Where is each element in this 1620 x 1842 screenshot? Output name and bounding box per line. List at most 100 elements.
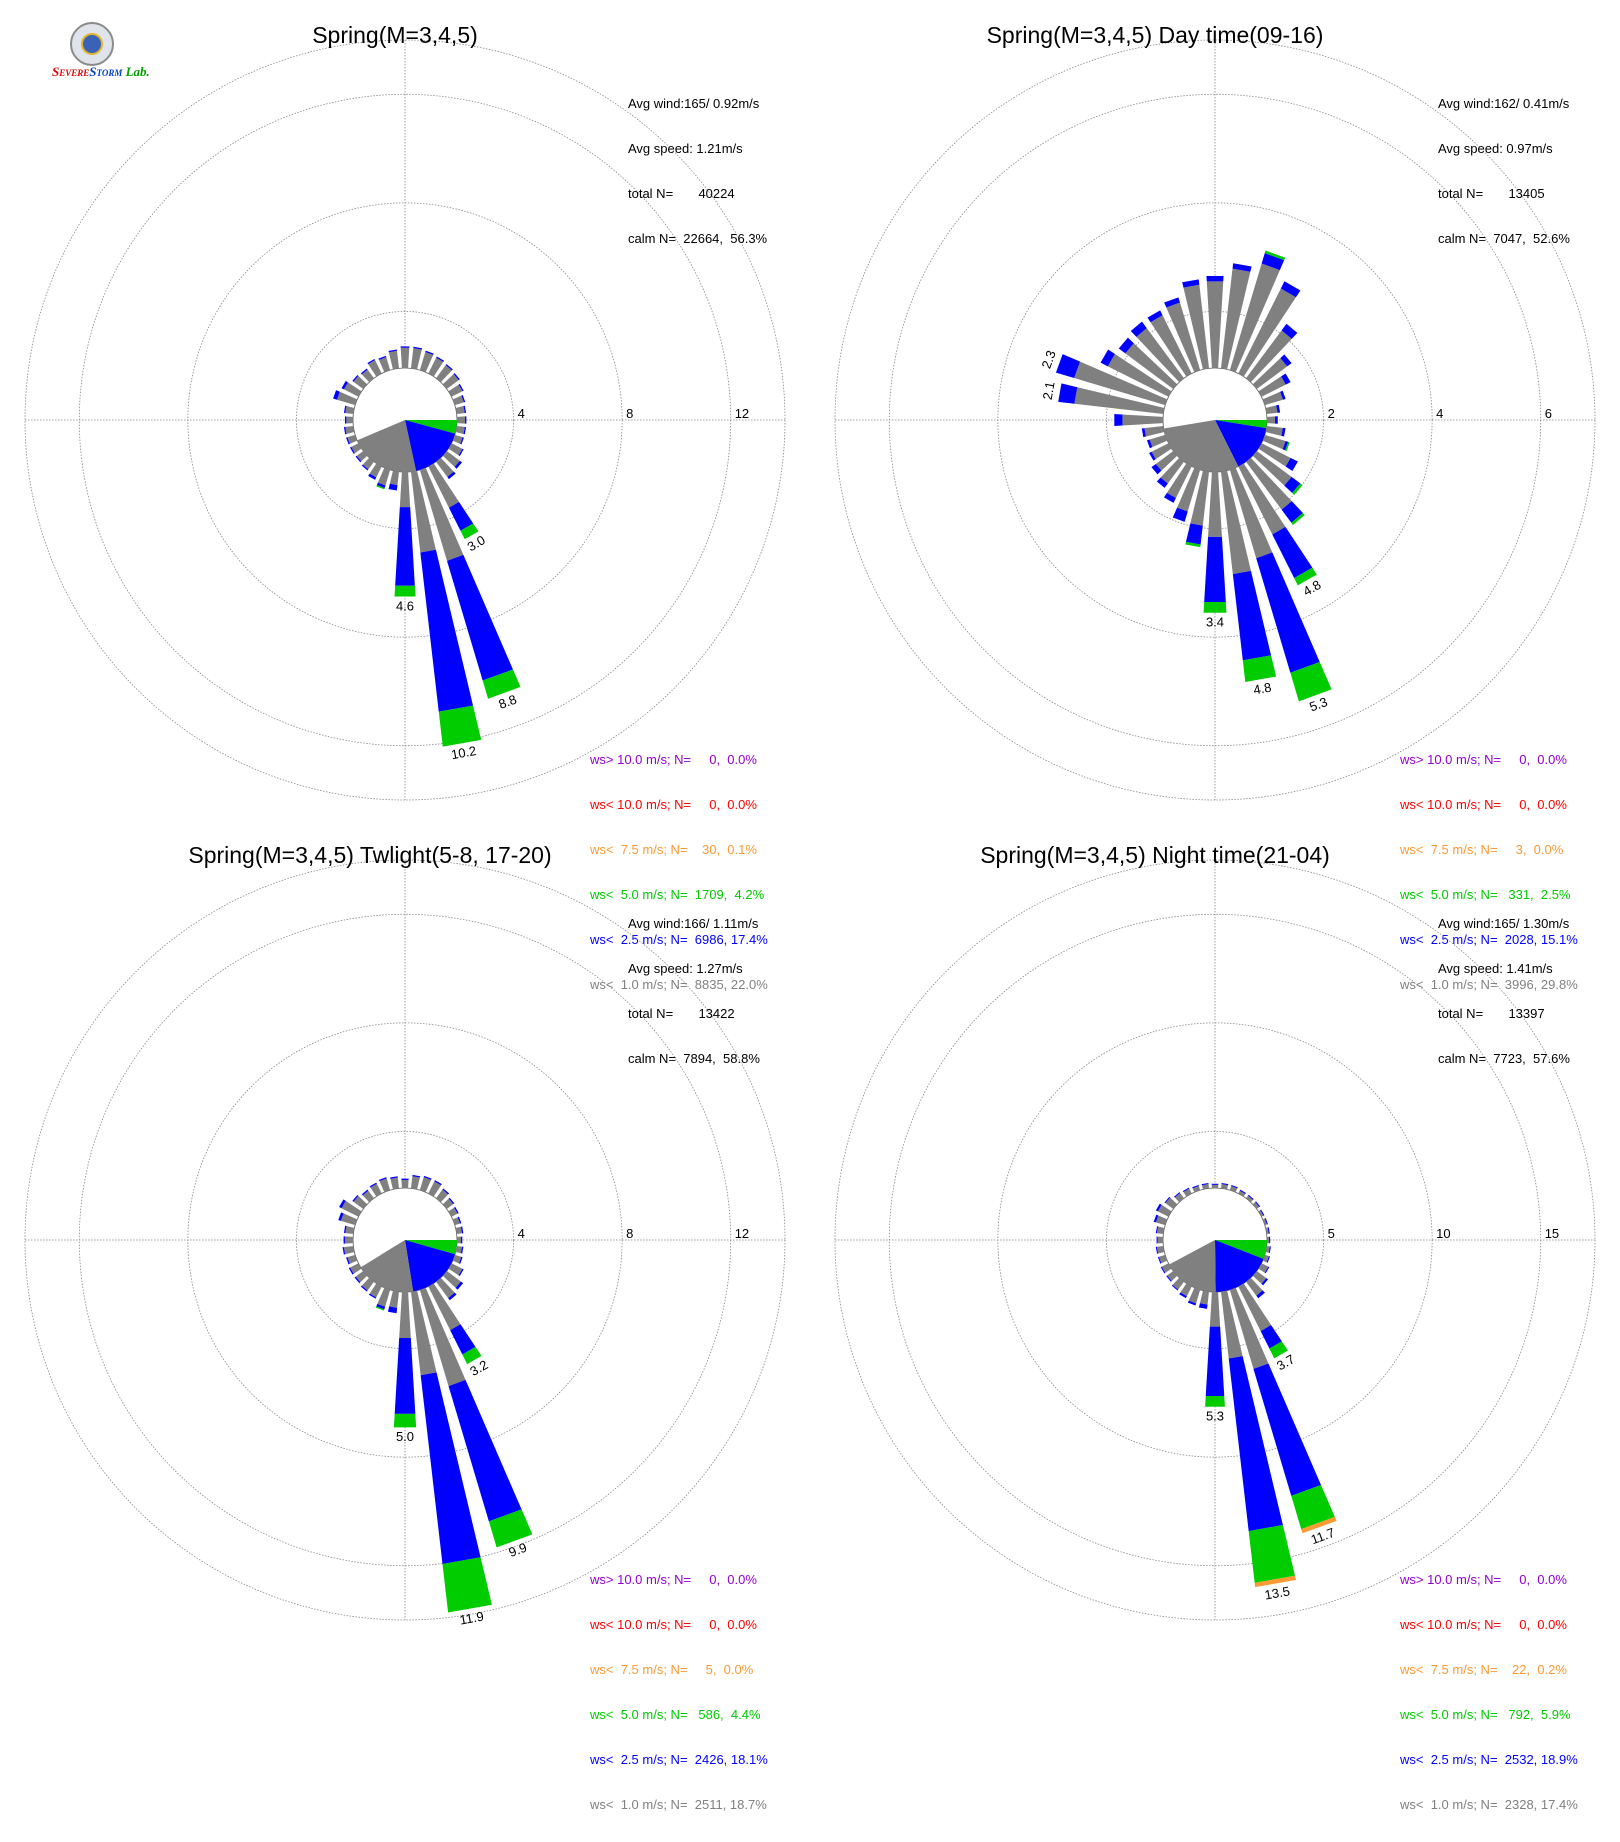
wind-bar-segment (390, 1177, 400, 1190)
wind-sector-bar (456, 416, 467, 424)
wind-bar-segment (458, 1268, 464, 1277)
legend-entry: ws< 10.0 m/s; N= 0, 0.0% (1400, 1617, 1567, 1632)
wind-bar-segment (460, 523, 479, 540)
wind-sector-bar (436, 364, 453, 383)
wind-bar-segment (1156, 1236, 1158, 1244)
calm-pie-slice (1215, 1240, 1264, 1292)
avg-wind-text: Avg wind:162/ 0.41m/s (1438, 96, 1570, 111)
wind-bar-segment (452, 1217, 461, 1226)
wind-bar-segment (452, 434, 463, 444)
wind-bar-segment (434, 1180, 442, 1186)
wind-sector-bar (1252, 354, 1292, 389)
wind-bar-segment (1149, 434, 1168, 448)
ring-tick-label: 12 (735, 406, 749, 421)
wind-bar-segment (463, 426, 467, 435)
wind-rose-panel-nighttime: 5 10 15 3.7 11.7 13.5 5.3 Spring(M=3,4,5) Nigh… (810, 820, 1620, 1812)
wind-bar-segment (448, 1379, 522, 1522)
wind-sector-bar (1238, 1189, 1247, 1197)
wind-bar-segment (1208, 471, 1222, 537)
stats-block: Avg wind:165/ 0.92m/s Avg speed: 1.21m/s… (628, 66, 767, 276)
sector-value-label: 5.3 (1206, 1409, 1224, 1424)
wind-bar-segment (1276, 404, 1281, 413)
wind-bar-segment (350, 446, 355, 454)
wind-sector-bar (1156, 457, 1184, 488)
wind-bar-segment (1239, 1189, 1247, 1194)
wind-bar-segment (1220, 1184, 1229, 1190)
wind-bar-segment (401, 1179, 409, 1189)
wind-sector-bar (1147, 310, 1192, 377)
legend-entry: ws< 5.0 m/s; N= 792, 5.9% (1400, 1707, 1571, 1722)
wind-bar-segment (1246, 457, 1292, 510)
wind-sector-bar (428, 463, 479, 540)
wind-bar-segment (1156, 477, 1168, 488)
wind-sector-bar (419, 1287, 533, 1548)
wind-sector-bar (1252, 451, 1303, 495)
wind-bar-segment (1261, 253, 1285, 271)
wind-bar-segment (420, 1372, 481, 1564)
wind-bar-segment (346, 1257, 350, 1265)
wind-bar-segment (1260, 1325, 1282, 1349)
sector-value-label: 5.3 (1307, 694, 1329, 714)
wind-bar-segment (482, 669, 521, 699)
wind-sector-bar (1220, 470, 1277, 682)
wind-sector-bar (343, 425, 355, 435)
wind-bar-segment (1282, 441, 1289, 451)
wind-sector-bar (1114, 414, 1164, 426)
wind-sector-bar (1179, 1283, 1192, 1299)
wind-bar-segment (1198, 1303, 1208, 1309)
wind-sector-bar (419, 1175, 432, 1193)
legend-entry: ws< 1.0 m/s; N= 2511, 18.7% (590, 1797, 767, 1812)
chart-title: Spring(M=3,4,5) Day time(09-16) (986, 22, 1324, 48)
wind-bar-segment (352, 1194, 359, 1202)
wind-sector-bar (1155, 1226, 1165, 1235)
wind-bar-segment (1246, 1195, 1253, 1203)
wind-bar-segment (1172, 507, 1188, 522)
wind-sector-bar (1182, 279, 1210, 370)
wind-bar-segment (1291, 513, 1305, 525)
wind-bar-segment (1160, 1266, 1166, 1274)
legend-entry: ws> 10.0 m/s; N= 0, 0.0% (1400, 1572, 1567, 1587)
wind-sector-bar (436, 1277, 457, 1301)
wind-sector-bar (341, 380, 362, 397)
wind-bar-segment (346, 437, 350, 445)
wind-sector-bar (388, 349, 400, 370)
ring-tick-label: 4 (518, 1226, 525, 1241)
wind-bar-segment (343, 1236, 345, 1244)
wind-sector-bar (442, 1271, 464, 1290)
legend-entry: ws> 10.0 m/s; N= 0, 0.0% (590, 1572, 757, 1587)
wind-bar-segment (423, 1175, 432, 1180)
wind-sector-bar (455, 1245, 464, 1254)
wind-bar-segment (1231, 1184, 1238, 1189)
wind-bar-segment (1171, 1284, 1179, 1291)
ring-tick-label: 10 (1436, 1226, 1450, 1241)
wind-sector-bar (360, 368, 374, 383)
wind-bar-segment (1155, 451, 1178, 471)
wind-rose-panel-twilight: 4 8 12 3.2 9.9 11.9 5.0 Spring(M=3,4,5) Twligh… (0, 820, 810, 1812)
wind-bar-segment (419, 351, 434, 373)
chart-title: Spring(M=3,4,5) Night time(21-04) (980, 842, 1330, 868)
wind-bar-segment (362, 1190, 374, 1203)
wind-bar-segment (1284, 476, 1301, 494)
wind-sector-bar (1252, 1201, 1261, 1209)
wind-sector-bar (1149, 443, 1172, 461)
wind-bar-segment (461, 395, 466, 403)
wind-bar-segment (428, 357, 444, 377)
chart-title: Spring(M=3,4,5) (312, 22, 478, 48)
avg-speed-text: Avg speed: 1.41m/s (1438, 961, 1553, 976)
wind-sector-bar (428, 1180, 442, 1197)
wind-bar-segment (387, 1306, 398, 1314)
wind-bar-segment (353, 1195, 368, 1209)
wind-bar-segment (341, 380, 348, 390)
wind-sector-bar (1246, 457, 1305, 525)
wind-sector-bar (338, 1212, 358, 1226)
sector-value-label: 9.9 (507, 1540, 529, 1560)
wind-bar-segment (1185, 541, 1201, 548)
wind-sector-bar (388, 470, 400, 491)
wind-sector-bar (1203, 471, 1227, 613)
wind-bar-segment (388, 349, 397, 353)
wind-bar-segment (1248, 1525, 1295, 1583)
sector-value-label: 5.0 (396, 1429, 414, 1444)
wind-sector-bar (1166, 1271, 1178, 1282)
wind-sector-bar (1220, 1182, 1229, 1190)
calm-pie-slice (405, 1240, 456, 1292)
